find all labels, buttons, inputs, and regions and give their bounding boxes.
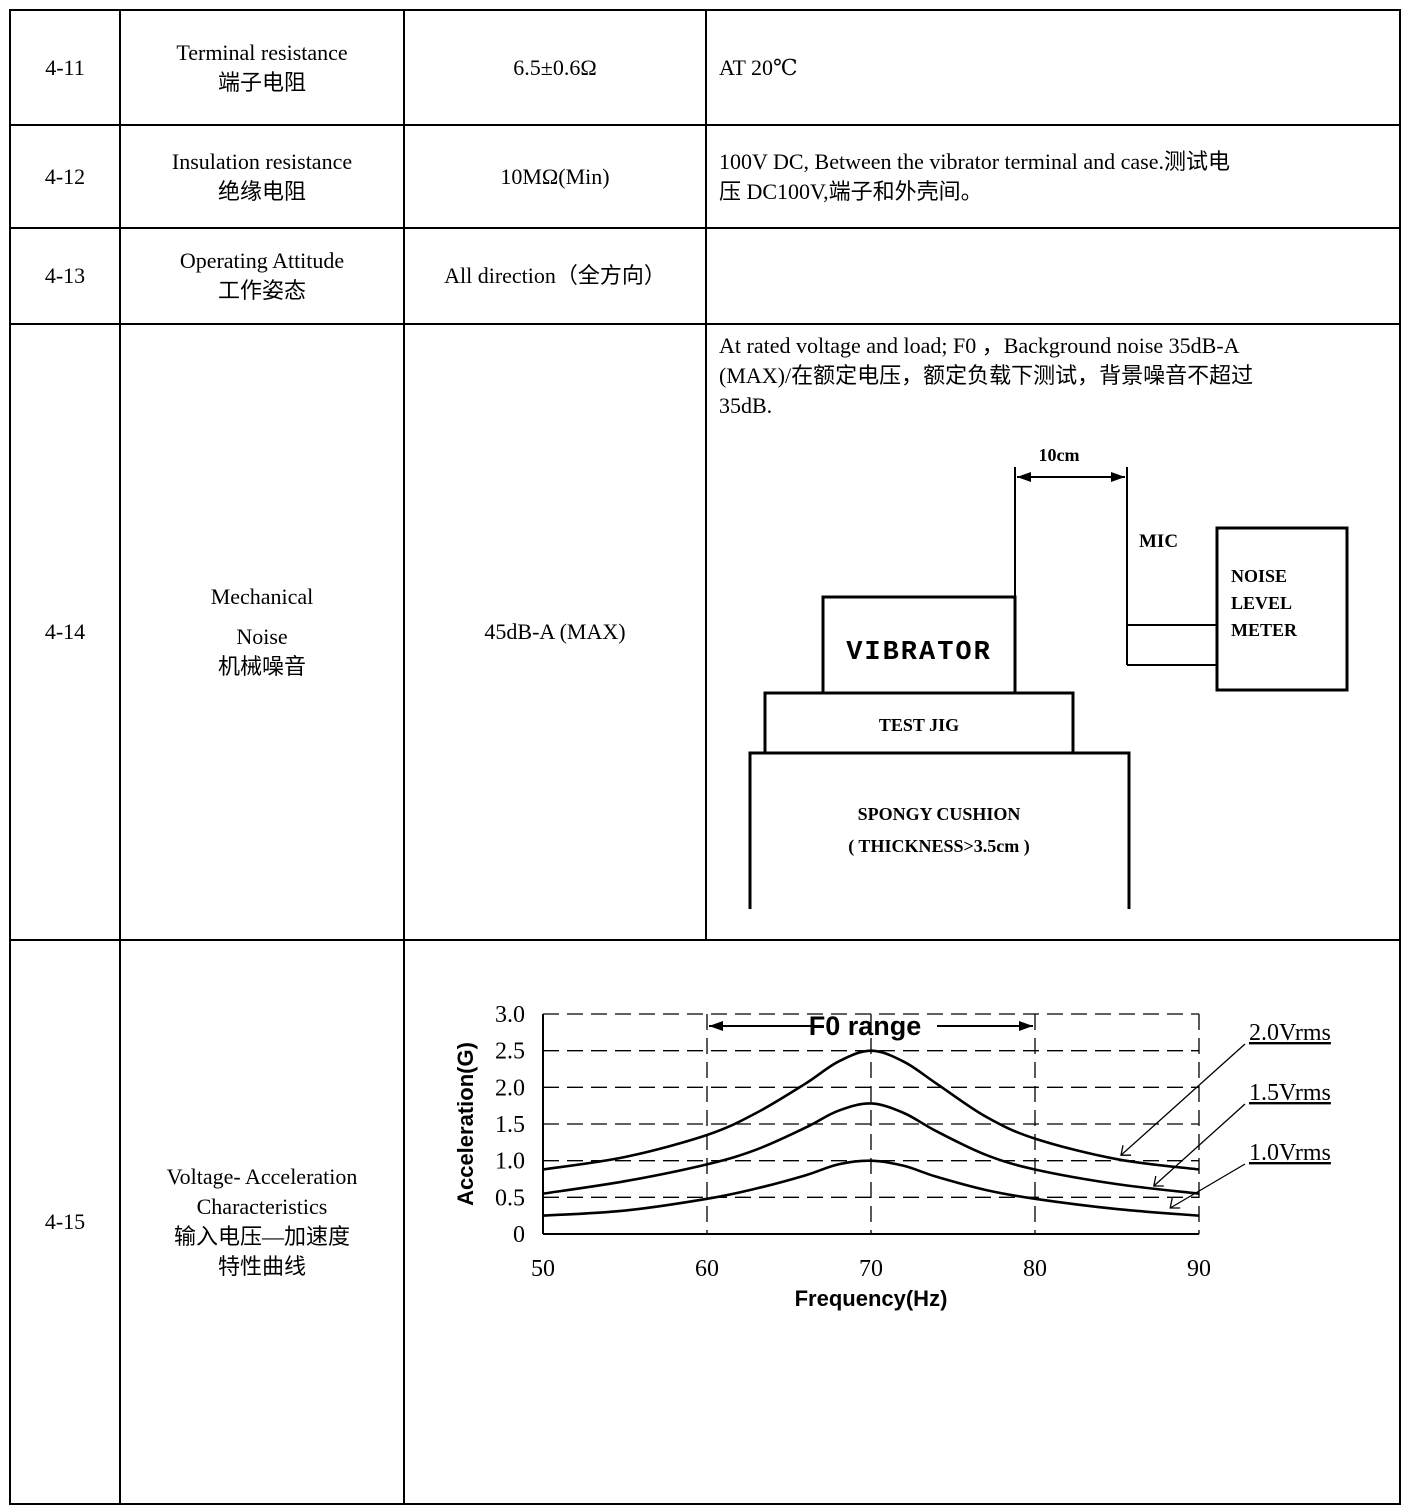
item-name: Terminal resistance 端子电阻 <box>119 9 405 126</box>
item-value: 10MΩ(Min) <box>403 124 707 229</box>
voltage-acceleration-chart: F0 range 0 0.5 1.0 1.5 2.0 2.5 3.0 50 60 70 80 90 Fr… <box>453 1002 1331 1311</box>
item-name-en: Terminal resistance <box>176 39 348 65</box>
x-tick-label: 50 <box>531 1256 555 1282</box>
item-name-en: Noise <box>236 624 288 649</box>
table-row: 4-11 Terminal resistance 端子电阻 6.5±0.6Ω A… <box>9 9 1401 126</box>
condition-line: 35dB. <box>719 393 773 418</box>
series-label: 2.0Vrms <box>1249 1020 1331 1046</box>
chart-axes: 0 0.5 1.0 1.5 2.0 2.5 3.0 50 60 70 80 90 Frequency(H… <box>453 1002 1211 1311</box>
y-axis-title: Acceleration(G) <box>453 1042 478 1206</box>
leader-arrow-icon <box>1120 1145 1131 1156</box>
leader-line <box>1153 1103 1246 1187</box>
noise-test-diagram: 10cm MIC NOISE LEVEL METER VIBRATOR TEST… <box>748 445 1349 909</box>
distance-label: 10cm <box>1039 445 1080 465</box>
leader-line <box>1120 1043 1246 1156</box>
item-value: All direction（全方向） <box>403 227 707 325</box>
leader-arrow-icon <box>1169 1197 1181 1209</box>
item-condition: 100V DC, Between the vibrator terminal a… <box>705 124 1401 229</box>
test-jig-label: TEST JIG <box>879 715 959 735</box>
item-name: Operating Attitude 工作姿态 <box>119 227 405 325</box>
item-name-en: Operating Attitude <box>179 248 345 273</box>
item-name: Voltage- Acceleration Characteristics 输入… <box>119 939 405 1505</box>
y-tick-label: 2.0 <box>495 1075 525 1101</box>
table-row: 4-12 Insulation resistance 绝缘电阻 10MΩ(Min… <box>9 124 1401 229</box>
spongy-cushion-box <box>748 751 1131 909</box>
item-number: 4-12 <box>9 124 121 229</box>
cushion-label: SPONGY CUSHION <box>858 804 1021 824</box>
item-name-cn: 机械噪音 <box>217 654 306 679</box>
item-name: Insulation resistance 绝缘电阻 <box>119 124 405 229</box>
item-value: 45dB-A (MAX) <box>403 323 707 941</box>
item-name-en: Insulation resistance <box>171 148 353 174</box>
item-name-en: Voltage- Acceleration <box>166 1164 358 1189</box>
item-name-cn: 工作姿态 <box>217 278 306 303</box>
item-name-cn: 绝缘电阻 <box>217 178 306 204</box>
cushion-label: ( THICKNESS>3.5cm ) <box>848 836 1029 857</box>
x-tick-label: 80 <box>1023 1256 1047 1282</box>
chart-labels: 2.0Vrms 1.5Vrms 1.0Vrms <box>1120 1020 1331 1209</box>
series-label: 1.0Vrms <box>1249 1140 1331 1166</box>
noise-level-meter-box <box>1215 526 1349 692</box>
y-tick-label: 0.5 <box>495 1185 525 1211</box>
item-number: 4-13 <box>9 227 121 325</box>
series-label: 1.5Vrms <box>1249 1080 1331 1106</box>
item-condition: AT 20℃ <box>705 9 1401 126</box>
item-name: Mechanical Noise 机械噪音 <box>119 323 405 941</box>
table-row: 4-14 Mechanical Noise 机械噪音 45dB-A (MAX) … <box>9 323 1401 941</box>
meter-label: METER <box>1231 620 1298 640</box>
arrow-right-icon <box>1019 1021 1033 1031</box>
leader-arrow-icon <box>1153 1175 1164 1187</box>
x-tick-label: 60 <box>695 1256 719 1282</box>
item-name-en: Characteristics <box>196 1194 328 1219</box>
test-jig-box <box>763 691 1075 755</box>
chart-cell: F0 range 0 0.5 1.0 1.5 2.0 2.5 3.0 50 60 70 80 90 Fr… <box>403 939 1401 1505</box>
item-name-cn: 端子电阻 <box>217 69 306 95</box>
arrow-right-icon <box>1111 472 1125 482</box>
item-name-cn: 特性曲线 <box>217 1254 306 1279</box>
series-line-1-5vrms <box>542 1102 1200 1195</box>
condition-line: At rated voltage and load; F0 ，Backgroun… <box>719 333 1240 358</box>
chart-series <box>542 1049 1200 1217</box>
y-tick-label: 1.0 <box>495 1149 525 1175</box>
series-line-2-0vrms <box>542 1049 1200 1171</box>
condition-line: 压 DC100V,端子和外壳间。 <box>719 178 983 204</box>
f0-range-annotation: F0 range <box>709 1011 1033 1041</box>
item-name-en: Mechanical <box>210 584 314 609</box>
chart-grid <box>543 1013 1200 1234</box>
item-number: 4-11 <box>9 9 121 126</box>
y-tick-label: 2.5 <box>495 1039 525 1065</box>
condition-line: 100V DC, Between the vibrator terminal a… <box>719 148 1230 174</box>
item-number: 4-15 <box>9 939 121 1505</box>
x-axis-title: Frequency(Hz) <box>795 1286 948 1311</box>
y-tick-label: 3.0 <box>495 1002 525 1028</box>
item-condition <box>705 227 1401 325</box>
arrow-left-icon <box>709 1021 723 1031</box>
condition-line: (MAX)/在额定电压，额定负载下测试，背景噪音不超过 <box>719 363 1254 388</box>
y-tick-label: 1.5 <box>495 1112 525 1138</box>
leader-line <box>1169 1163 1246 1209</box>
item-number: 4-14 <box>9 323 121 941</box>
arrow-left-icon <box>1017 472 1031 482</box>
mic-label: MIC <box>1139 531 1178 552</box>
spec-table: 4-11 Terminal resistance 端子电阻 6.5±0.6Ω A… <box>9 9 1401 1505</box>
series-line-1-0vrms <box>542 1159 1200 1217</box>
table-row: 4-13 Operating Attitude 工作姿态 All directi… <box>9 227 1401 325</box>
vibrator-label: VIBRATOR <box>846 638 992 668</box>
item-condition: At rated voltage and load; F0 ，Backgroun… <box>705 323 1401 941</box>
table-row: 4-15 Voltage- Acceleration Characteristi… <box>9 939 1401 1505</box>
y-tick-label: 0 <box>513 1222 525 1248</box>
meter-label: LEVEL <box>1231 593 1292 613</box>
f0-range-label: F0 range <box>809 1011 922 1041</box>
item-value: 6.5±0.6Ω <box>403 9 707 126</box>
meter-label: NOISE <box>1231 566 1287 586</box>
x-tick-label: 70 <box>859 1256 883 1282</box>
x-tick-label: 90 <box>1187 1256 1211 1282</box>
item-name-cn: 输入电压—加速度 <box>173 1224 350 1249</box>
